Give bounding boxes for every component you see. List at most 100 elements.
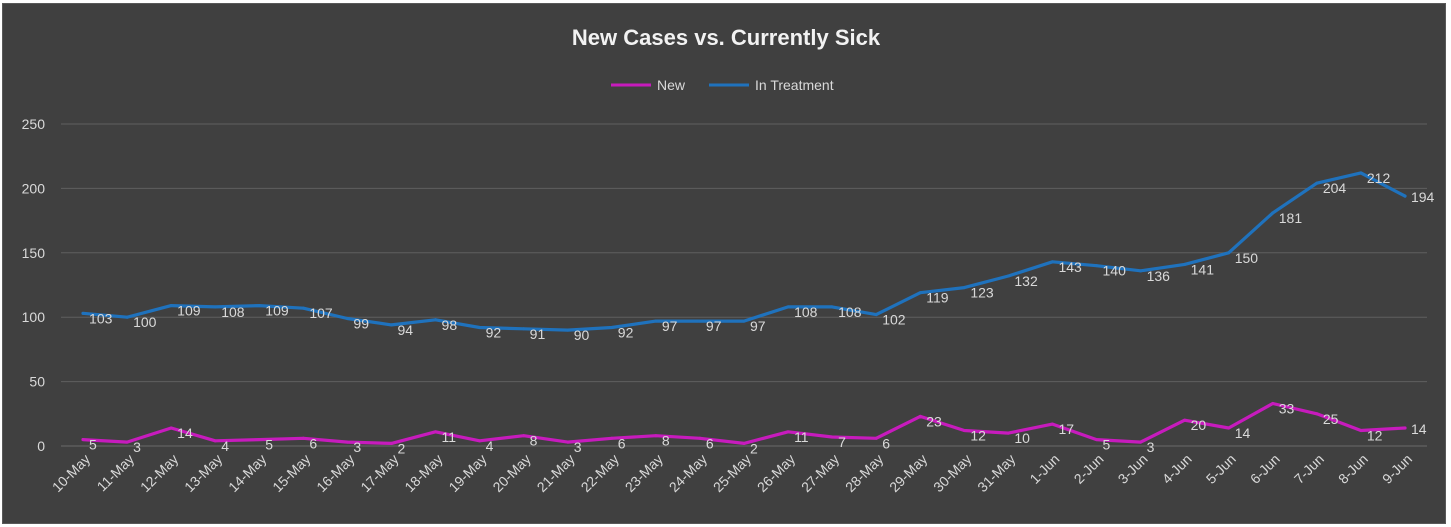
data-label: 92: [486, 325, 502, 341]
data-point: [566, 328, 570, 332]
data-point: [698, 319, 702, 323]
data-point: [478, 439, 482, 443]
data-label: 6: [882, 435, 890, 451]
x-tick-label: 24-May: [666, 451, 710, 495]
data-point: [1227, 251, 1231, 255]
legend: New In Treatment: [611, 77, 834, 93]
data-label: 90: [574, 327, 590, 343]
data-point: [1403, 194, 1407, 198]
x-tick-label: 8-Jun: [1335, 451, 1371, 487]
data-point: [962, 429, 966, 433]
x-tick-label: 7-Jun: [1291, 451, 1327, 487]
data-label: 107: [309, 305, 333, 321]
data-point: [213, 305, 217, 309]
data-label: 6: [706, 435, 714, 451]
data-point: [81, 311, 85, 315]
data-label: 140: [1103, 263, 1127, 279]
x-axis: 10-May 11-May 12-May 13-May 14-May 15-May 16-M…: [49, 451, 1415, 495]
data-label: 10: [1014, 430, 1030, 446]
data-point: [257, 438, 261, 442]
data-label: 92: [618, 325, 634, 341]
data-point: [654, 434, 658, 438]
data-point: [918, 291, 922, 295]
data-label: 132: [1014, 273, 1038, 289]
data-point: [389, 441, 393, 445]
x-tick-label: 12-May: [137, 451, 181, 495]
data-label: 5: [265, 437, 273, 453]
data-label: 8: [662, 433, 670, 449]
data-point: [786, 430, 790, 434]
data-label: 136: [1147, 268, 1171, 284]
data-label: 97: [706, 318, 722, 334]
x-tick-label: 22-May: [578, 451, 622, 495]
data-point: [830, 305, 834, 309]
data-label: 2: [750, 440, 758, 456]
y-tick-label: 100: [22, 309, 46, 325]
data-label: 97: [750, 318, 766, 334]
chart-area: New Cases vs. Currently Sick New In Treat…: [2, 3, 1446, 524]
data-label: 12: [1367, 428, 1383, 444]
data-point: [1315, 181, 1319, 185]
data-point: [1359, 429, 1363, 433]
x-tick-label: 6-Jun: [1247, 451, 1283, 487]
data-label: 3: [353, 439, 361, 455]
data-point: [830, 435, 834, 439]
data-point: [1359, 171, 1363, 175]
data-point: [301, 306, 305, 310]
data-point: [1006, 274, 1010, 278]
data-labels: 5 3 14 4 5 6 3 2 11 4 8 3 6 8 6 2 11 7 6 23 12 10 17 5 3 20 14 33 25…: [89, 170, 1435, 456]
data-label: 102: [882, 312, 906, 328]
data-point: [522, 434, 526, 438]
x-tick-label: 1-Jun: [1026, 451, 1062, 487]
data-label: 181: [1279, 210, 1303, 226]
x-tick-label: 17-May: [357, 451, 401, 495]
data-point: [1183, 418, 1187, 422]
data-label: 109: [177, 303, 201, 319]
data-label: 108: [838, 304, 862, 320]
data-label: 23: [926, 413, 942, 429]
data-label: 7: [838, 434, 846, 450]
y-tick-label: 250: [22, 116, 46, 132]
data-point: [345, 316, 349, 320]
x-tick-label: 14-May: [225, 451, 269, 495]
data-label: 11: [794, 429, 809, 445]
data-point: [1315, 412, 1319, 416]
x-tick-label: 30-May: [930, 451, 974, 495]
x-tick-label: 28-May: [842, 451, 886, 495]
y-tick-label: 50: [29, 374, 45, 390]
data-label: 150: [1235, 250, 1259, 266]
data-label: 123: [970, 285, 994, 301]
data-point: [434, 430, 438, 434]
data-label: 12: [970, 428, 986, 444]
data-label: 6: [309, 435, 317, 451]
data-label: 108: [794, 304, 818, 320]
y-axis: 0 50 100 150 200 250: [22, 116, 46, 454]
data-point: [874, 313, 878, 317]
data-point: [389, 323, 393, 327]
data-label: 14: [1235, 425, 1251, 441]
data-point: [610, 326, 614, 330]
data-point: [434, 318, 438, 322]
data-point: [345, 440, 349, 444]
data-point: [1050, 422, 1054, 426]
data-label: 25: [1323, 411, 1339, 427]
data-point: [918, 414, 922, 418]
x-tick-label: 2-Jun: [1071, 451, 1107, 487]
x-tick-label: 3-Jun: [1115, 451, 1151, 487]
data-label: 99: [353, 315, 369, 331]
data-label: 103: [89, 310, 113, 326]
x-tick-label: 5-Jun: [1203, 451, 1239, 487]
data-label: 33: [1279, 400, 1295, 416]
data-label: 204: [1323, 180, 1347, 196]
x-tick-label: 21-May: [534, 451, 578, 495]
data-point: [125, 440, 129, 444]
series-lines: [81, 171, 1407, 445]
data-label: 5: [1103, 437, 1111, 453]
data-point: [169, 426, 173, 430]
legend-label-2: In Treatment: [755, 77, 834, 93]
data-point: [522, 327, 526, 331]
x-tick-label: 31-May: [974, 451, 1018, 495]
x-tick-label: 29-May: [886, 451, 930, 495]
data-label: 5: [89, 437, 97, 453]
data-point: [1095, 438, 1099, 442]
